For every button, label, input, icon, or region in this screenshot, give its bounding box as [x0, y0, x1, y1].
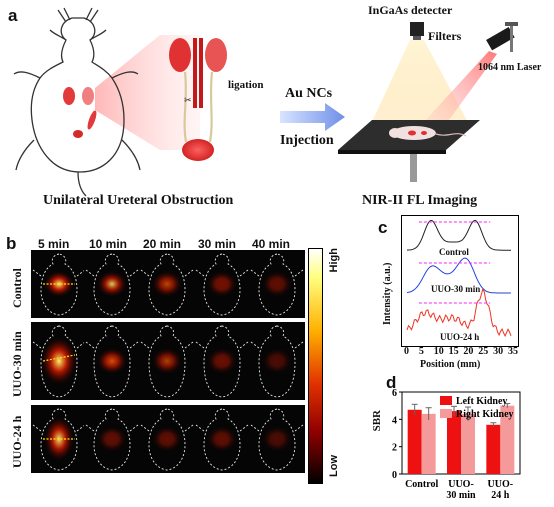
fl-image-r3-c4 [194, 405, 250, 473]
laser-label: 1064 nm Laser [478, 62, 542, 73]
bar-left-kidney [447, 411, 461, 474]
time-label-30min: 30 min [198, 237, 237, 251]
caption-left: Unilateral Ureteral Obstruction [43, 193, 234, 208]
row-label-control: Control [10, 268, 24, 308]
fl-image-r1-c4 [194, 250, 250, 318]
fl-image-r2-c4 [194, 322, 250, 400]
colorbar-high-label: High [328, 248, 340, 273]
ligation-label: ligation [228, 79, 264, 91]
legend-swatch [440, 409, 452, 418]
trace-label-control: Control [439, 247, 469, 257]
fl-image-r2-c5 [249, 322, 305, 400]
legend-label: Left Kidney [456, 396, 507, 407]
y-tick-label: 2 [392, 443, 397, 454]
fl-image-r3-c2 [84, 405, 140, 473]
category-label: UUO- [448, 479, 474, 490]
panel-d-letter: d [386, 373, 397, 392]
trace-control [406, 219, 511, 251]
mouse-outline [13, 7, 141, 197]
mouse-illustration: ✂ [13, 7, 518, 197]
intensity-profiles [406, 219, 512, 338]
category-label: UUO- [488, 479, 514, 490]
time-label-40min: 40 min [252, 237, 291, 251]
category-label: 24 h [491, 490, 510, 501]
row-label-uuo-24h: UUO-24 h [10, 415, 24, 469]
fl-image-r1-c1 [31, 250, 87, 318]
bar-left-kidney [486, 424, 501, 474]
profile-plot-frame [401, 215, 519, 347]
trace-label-uuo-30min: UUO-30 min [431, 284, 481, 294]
y-tick-label: 4 [392, 415, 397, 426]
bar-left-kidney [407, 409, 422, 474]
panel-b-label: b [6, 234, 17, 253]
time-label-20min: 20 min [143, 237, 182, 251]
panel-c-xticks: 0 5 10 15 20 25 30 35 [401, 346, 518, 360]
arrow-top-label: Au NCs [285, 86, 333, 101]
svg-text:✂: ✂ [184, 96, 192, 106]
y-tick-label: 0 [392, 470, 397, 481]
panel-a-label: a [8, 6, 18, 25]
colorbar [308, 248, 323, 484]
x-tick-label: 20 [463, 346, 474, 357]
fl-image-r3-c5 [249, 405, 305, 473]
x-tick-label: 5 [418, 346, 424, 357]
bar-right-kidney [421, 413, 436, 474]
fl-image-r2-c2 [84, 322, 140, 400]
colorbar-low-label: Low [328, 455, 340, 477]
y-tick-label: 6 [392, 388, 397, 399]
panel-c-label: c [378, 218, 388, 237]
fl-image-r2-c3 [139, 322, 195, 400]
x-tick-label: 15 [448, 346, 459, 357]
category-label: Control [405, 479, 438, 490]
bar-right-kidney [461, 413, 475, 474]
fl-image-r1-c2 [84, 250, 140, 318]
panel-c-xlabel: Position (mm) [420, 359, 481, 370]
category-label: 30 min [446, 490, 476, 501]
x-tick-label: 35 [508, 346, 518, 357]
laser-device [486, 22, 518, 52]
time-label-10min: 10 min [89, 237, 128, 251]
row-label-uuo-30min: UUO-30 min [10, 331, 24, 397]
urinary-system-illustration: ✂ [169, 38, 227, 161]
x-tick-label: 10 [433, 346, 444, 357]
caption-right: NIR-II FL Imaging [362, 193, 478, 208]
trace-label-uuo-24h: UUO-24 h [440, 332, 480, 342]
fl-image-r3-c1 [31, 405, 87, 473]
x-tick-label: 0 [404, 346, 409, 357]
legend-label: Right Kidney [456, 409, 514, 420]
detector-label: InGaAs detecter [368, 3, 453, 17]
bar-right-kidney [500, 405, 515, 474]
legend-swatch [440, 396, 452, 405]
trace-uuo-24h [406, 287, 512, 338]
fl-image-r3-c3 [139, 405, 195, 473]
time-label-5min: 5 min [38, 237, 70, 251]
x-tick-label: 25 [478, 346, 489, 357]
x-tick-label: 30 [493, 346, 504, 357]
filters-label: Filters [428, 29, 462, 43]
fl-image-r1-c5 [249, 250, 305, 318]
arrow-bottom-label: Injection [280, 133, 334, 148]
fl-image-r1-c3 [139, 250, 195, 318]
fl-image-r2-c1 [31, 322, 87, 400]
panel-c-ylabel: Intensity (a.u.) [382, 262, 393, 326]
